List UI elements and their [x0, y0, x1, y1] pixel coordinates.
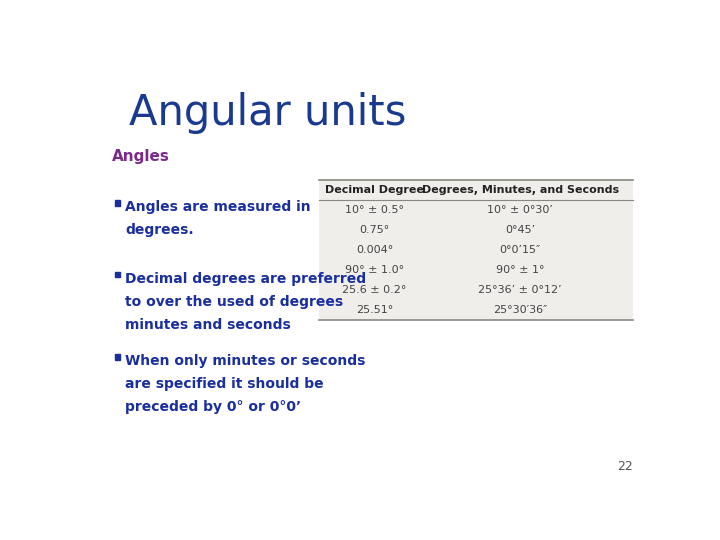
Bar	[114, 354, 120, 360]
Text: 90° ± 1°: 90° ± 1°	[496, 265, 544, 275]
Bar	[114, 200, 120, 206]
Text: 25°36’ ± 0°12’: 25°36’ ± 0°12’	[478, 286, 562, 295]
Text: 22: 22	[617, 460, 632, 473]
Text: Decimal Degree: Decimal Degree	[325, 185, 424, 195]
Text: 0.75°: 0.75°	[359, 225, 390, 235]
Text: 10° ± 0°30’: 10° ± 0°30’	[487, 205, 553, 215]
Text: 10° ± 0.5°: 10° ± 0.5°	[345, 205, 404, 215]
Bar	[114, 272, 120, 278]
Text: 25°30′36″: 25°30′36″	[493, 306, 547, 315]
Text: Angles: Angles	[112, 150, 170, 165]
Text: Degrees, Minutes, and Seconds: Degrees, Minutes, and Seconds	[422, 185, 618, 195]
Text: When only minutes or seconds
are specified it should be
preceded by 0° or 0°0’: When only minutes or seconds are specifi…	[125, 354, 365, 414]
Bar	[319, 180, 632, 320]
Text: Angular units: Angular units	[129, 92, 406, 134]
Text: 0°45’: 0°45’	[505, 225, 535, 235]
Text: 90° ± 1.0°: 90° ± 1.0°	[345, 265, 404, 275]
Text: 0.004°: 0.004°	[356, 245, 393, 255]
Text: 0°0’15″: 0°0’15″	[500, 245, 541, 255]
Text: 25.6 ± 0.2°: 25.6 ± 0.2°	[342, 286, 407, 295]
Text: Decimal degrees are preferred
to over the used of degrees
minutes and seconds: Decimal degrees are preferred to over th…	[125, 272, 366, 332]
Text: Angles are measured in
degrees.: Angles are measured in degrees.	[125, 200, 310, 237]
Text: 25.51°: 25.51°	[356, 306, 393, 315]
